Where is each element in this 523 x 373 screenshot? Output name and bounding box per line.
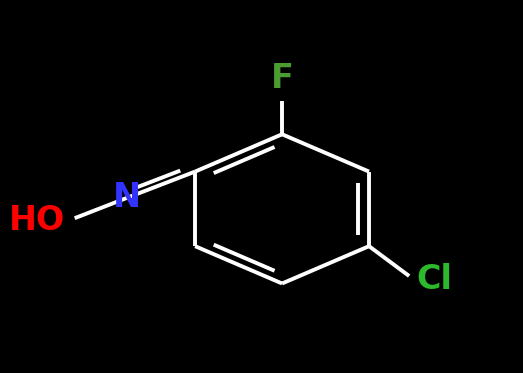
Text: HO: HO bbox=[8, 204, 65, 236]
Text: Cl: Cl bbox=[417, 263, 452, 296]
Text: N: N bbox=[113, 181, 141, 214]
Text: F: F bbox=[270, 62, 293, 95]
